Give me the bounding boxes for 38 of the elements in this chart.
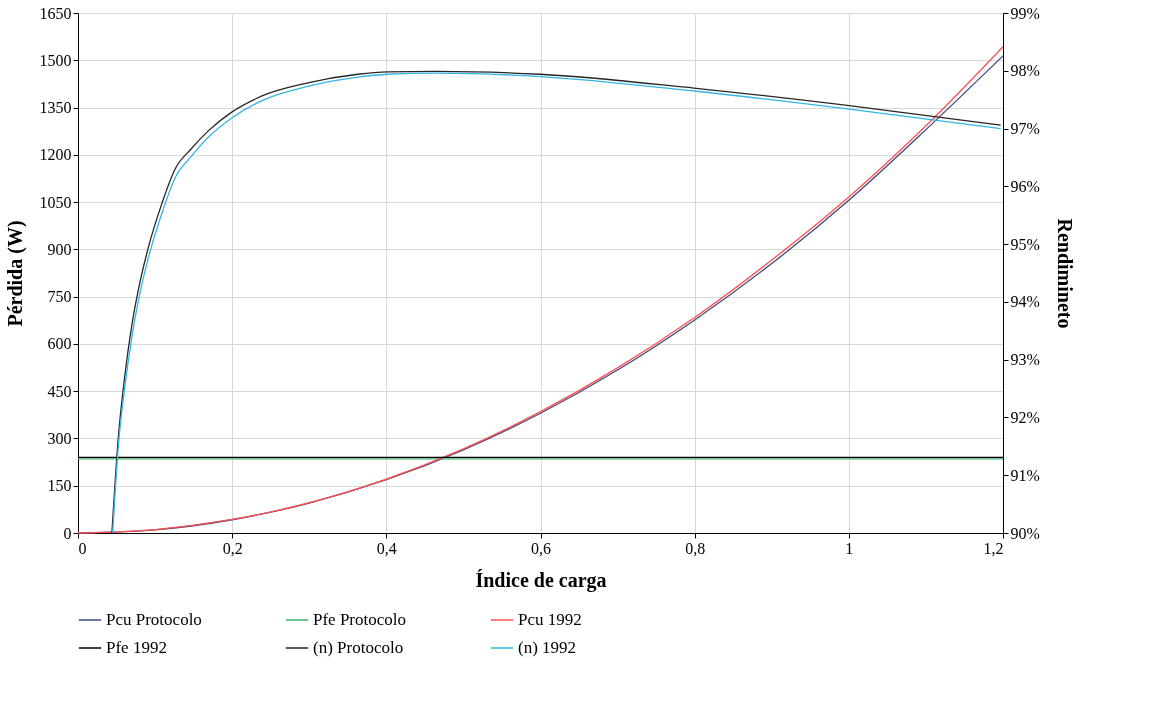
y2-tick-label: 96% xyxy=(1010,177,1040,195)
y-tick-label: 300 xyxy=(47,429,72,447)
x-tick-label: 0,6 xyxy=(531,539,551,557)
legend-label: Pfe Protocolo xyxy=(313,610,407,629)
y2-tick-label: 90% xyxy=(1010,524,1040,542)
y-tick-label: 0 xyxy=(63,524,72,542)
x-tick-label: 1 xyxy=(845,539,854,557)
legend-label: (n) Protocolo xyxy=(313,638,404,657)
y2-tick-label: 97% xyxy=(1010,120,1040,138)
y2-tick-label: 99% xyxy=(1010,4,1040,22)
legend-label: Pcu 1992 xyxy=(518,610,582,629)
y-tick-label: 900 xyxy=(47,240,72,258)
x-tick-label: 0 xyxy=(78,539,87,557)
y2-tick-label: 91% xyxy=(1010,466,1040,484)
x-tick-label: 0,4 xyxy=(376,539,397,557)
y-tick-label: 600 xyxy=(47,335,72,353)
y2-tick-label: 93% xyxy=(1010,351,1040,369)
y2-tick-label: 98% xyxy=(1010,62,1040,80)
y2-tick-label: 95% xyxy=(1010,235,1040,253)
y2-axis-title: Rendimineto xyxy=(1053,218,1076,329)
x-tick-label: 0,2 xyxy=(222,539,243,557)
legend-label: (n) 1992 xyxy=(518,638,577,657)
y-axis-title: Pérdida (W) xyxy=(3,220,27,327)
x-tick-label: 1,2 xyxy=(983,539,1004,557)
legend-label: Pfe 1992 xyxy=(106,638,167,657)
y-tick-label: 1500 xyxy=(39,51,72,69)
x-tick-label: 0,8 xyxy=(685,539,706,557)
y-tick-label: 1350 xyxy=(39,99,72,117)
y2-tick-label: 92% xyxy=(1010,408,1040,426)
y2-tick-label: 94% xyxy=(1010,293,1040,311)
y-tick-label: 1050 xyxy=(39,193,72,211)
y-tick-label: 1200 xyxy=(39,146,72,164)
y-tick-label: 450 xyxy=(47,382,72,400)
legend-label: Pcu Protocolo xyxy=(106,610,202,629)
y-tick-label: 750 xyxy=(47,288,72,306)
y-tick-label: 1650 xyxy=(39,4,72,22)
y-tick-label: 150 xyxy=(47,477,72,495)
x-axis-title: Índice de carga xyxy=(475,568,607,592)
